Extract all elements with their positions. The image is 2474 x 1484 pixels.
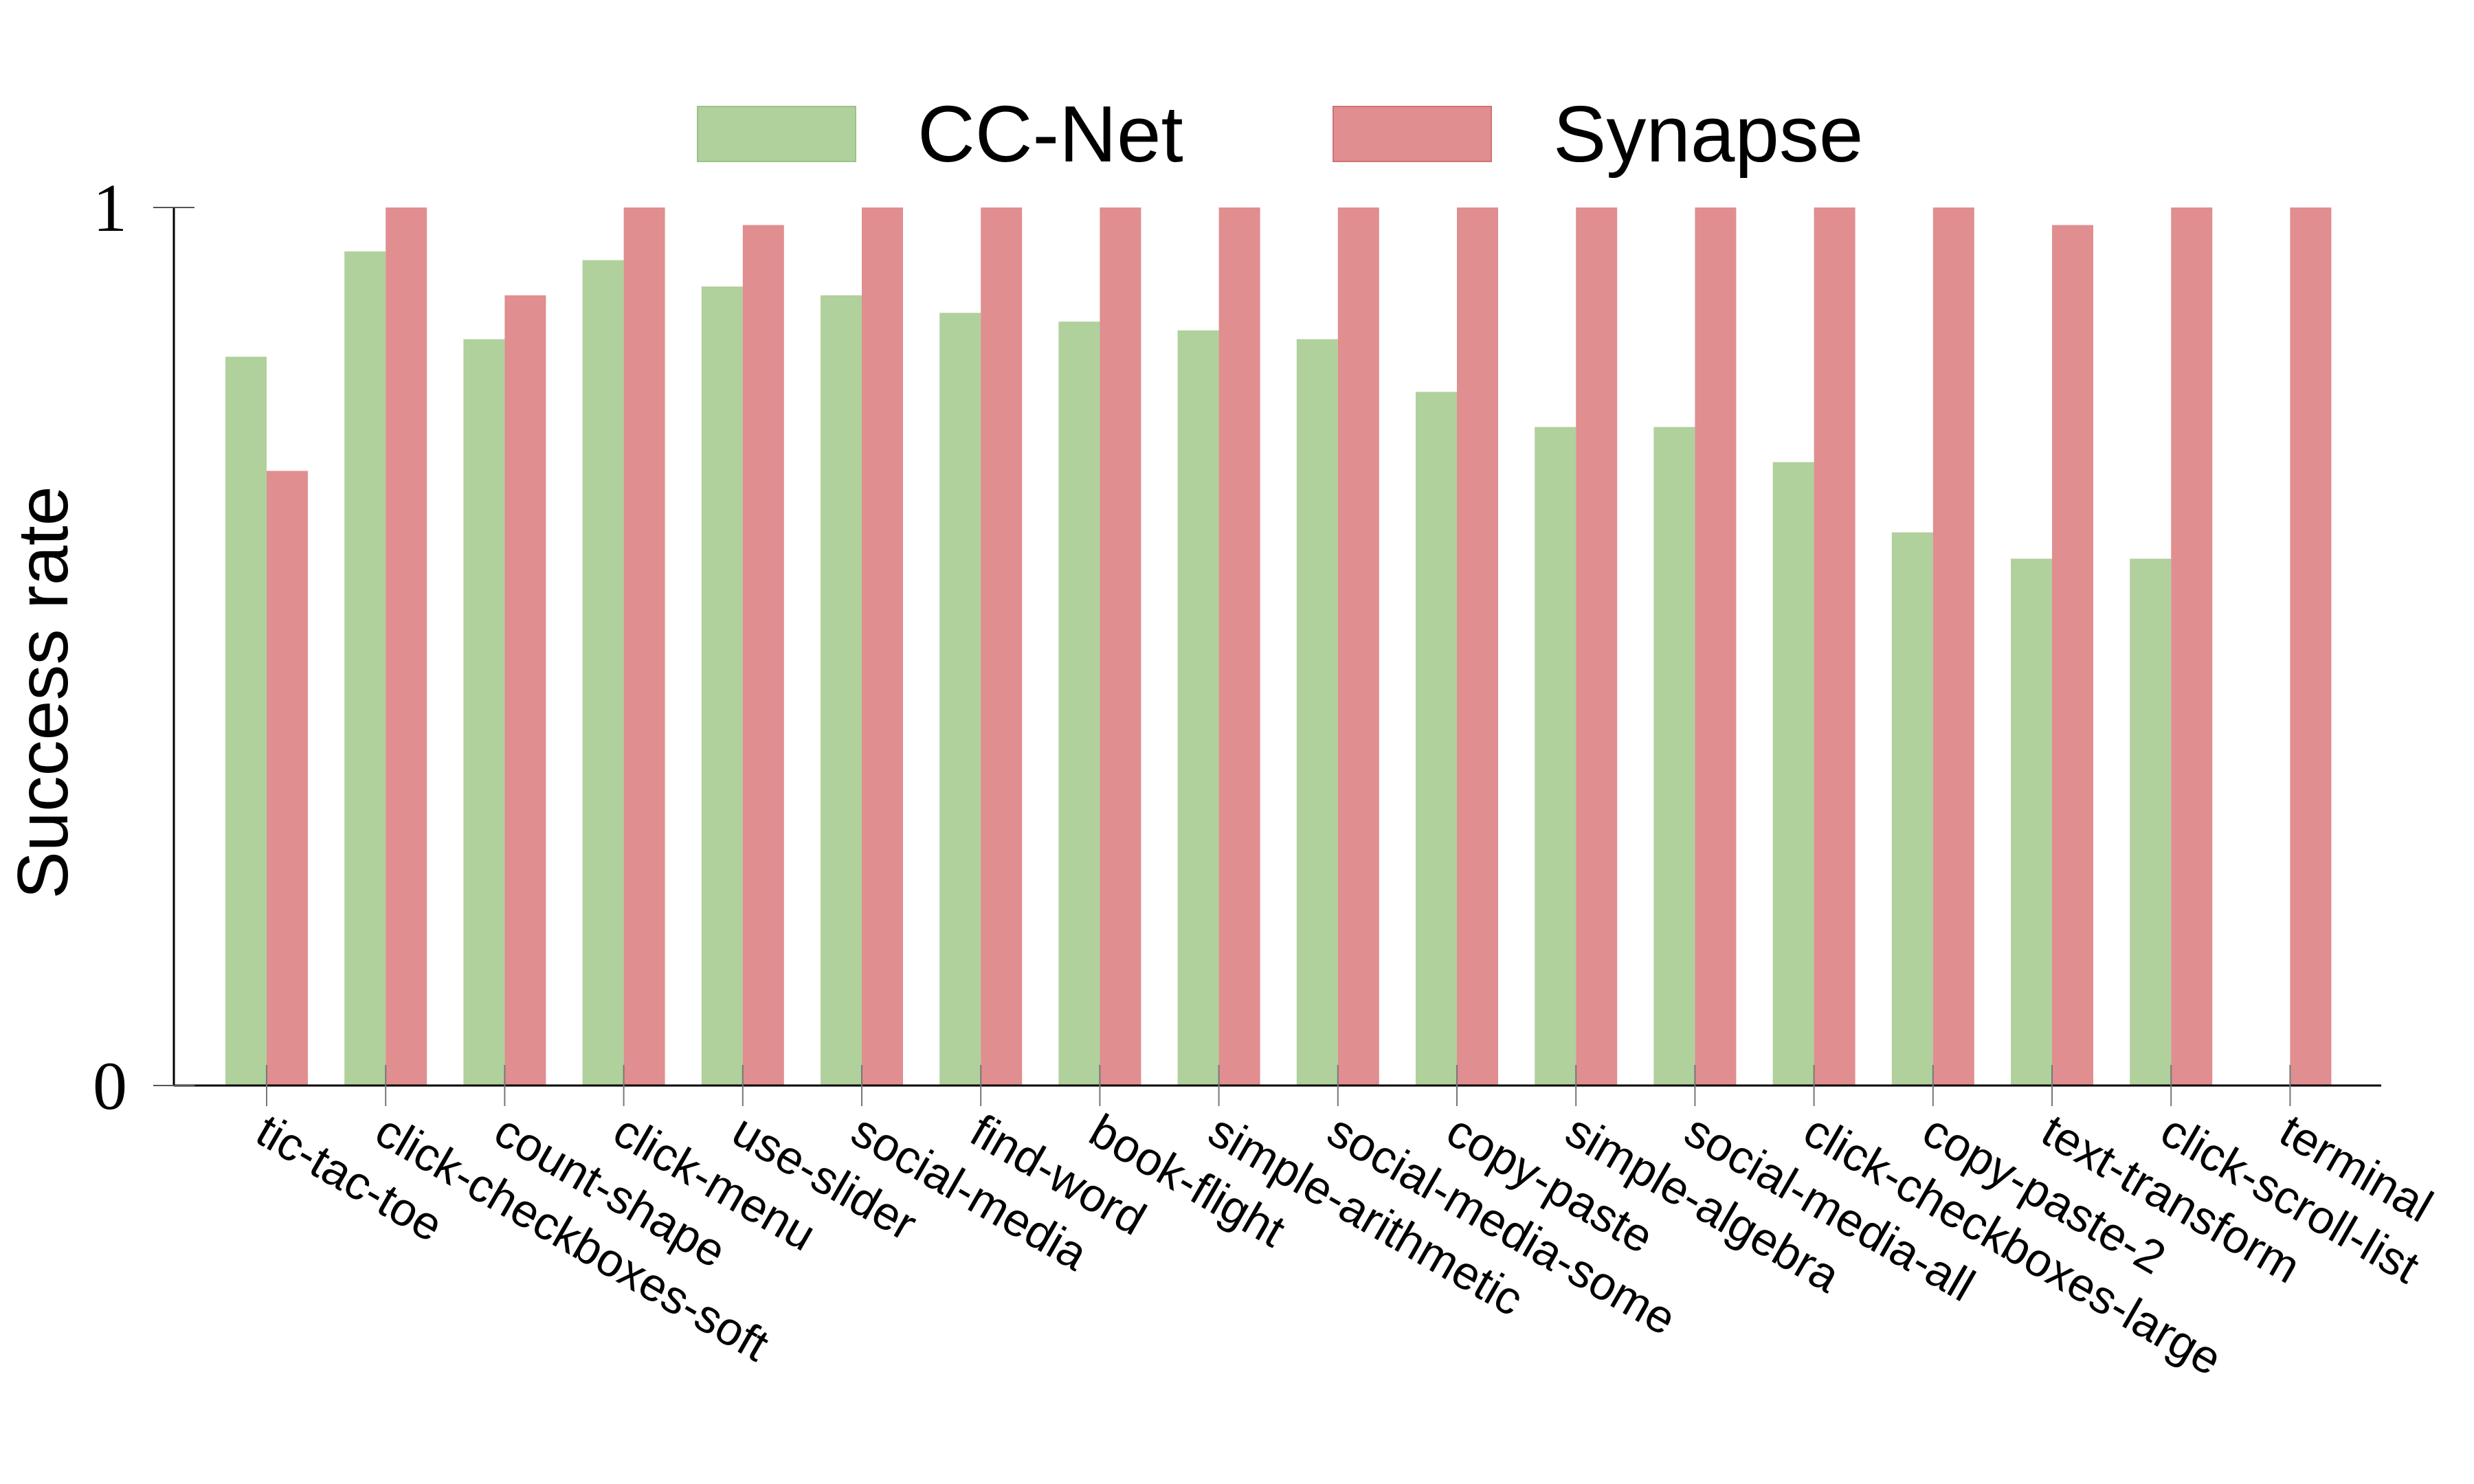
bar-synapse-use-slider [742, 225, 784, 1086]
bar-synapse-simple-algebra [1576, 207, 1618, 1086]
bar-cc-net-text-transform [2011, 559, 2052, 1086]
bar-synapse-count-shape [504, 295, 546, 1086]
bar-cc-net-social-media [821, 295, 862, 1086]
bar-synapse-click-checkboxes-large [1814, 207, 1855, 1086]
bar-synapse-social-media-some [1337, 207, 1379, 1086]
bar-synapse-click-menu [623, 207, 665, 1086]
bar-cc-net-social-media-all [1653, 427, 1695, 1086]
bar-cc-net-click-checkboxes-large [1772, 462, 1814, 1086]
bar-synapse-click-checkboxes-soft [386, 207, 427, 1086]
bar-synapse-find-word [981, 207, 1023, 1086]
bar-cc-net-book-flight [1058, 322, 1100, 1086]
y-axis-title: Success rate [3, 486, 83, 899]
legend-swatch-cc-net [697, 106, 856, 162]
bar-cc-net-social-media-some [1296, 339, 1338, 1086]
bar-synapse-click-scroll-list [2171, 207, 2213, 1086]
bar-cc-net-simple-algebra [1535, 427, 1576, 1086]
bar-cc-net-click-scroll-list [2130, 559, 2172, 1086]
bar-cc-net-click-menu [582, 260, 624, 1086]
legend-label-synapse: Synapse [1553, 89, 1863, 179]
bar-cc-net-simple-arithmetic [1177, 330, 1219, 1086]
bars-group [225, 207, 2332, 1086]
bar-cc-net-copy-paste [1416, 392, 1457, 1086]
bar-synapse-text-transform [2052, 225, 2093, 1086]
legend-swatch-synapse [1333, 106, 1492, 162]
bar-cc-net-count-shape [463, 339, 505, 1086]
bar-synapse-tic-tac-toe [267, 471, 308, 1086]
bar-synapse-copy-paste [1457, 207, 1498, 1086]
bar-cc-net-click-checkboxes-soft [344, 251, 386, 1086]
legend-label-cc-net: CC-Net [917, 89, 1183, 179]
bar-synapse-social-media [862, 207, 903, 1086]
y-tick-label-0: 0 [93, 1048, 127, 1124]
axes-group: 01 [93, 170, 2381, 1124]
y-tick-label-1: 1 [93, 170, 127, 246]
bar-synapse-copy-paste-2 [1932, 207, 1974, 1086]
legend: CC-Net Synapse [697, 89, 1863, 179]
x-tick-labels: tic-tac-toeclick-checkboxes-softcount-sh… [248, 1104, 2442, 1386]
bar-cc-net-tic-tac-toe [225, 357, 267, 1086]
bar-synapse-simple-arithmetic [1218, 207, 1260, 1086]
bar-cc-net-use-slider [701, 286, 743, 1086]
bar-synapse-social-media-all [1695, 207, 1737, 1086]
bar-cc-net-copy-paste-2 [1891, 532, 1933, 1086]
bar-synapse-terminal [2290, 207, 2332, 1086]
bar-synapse-book-flight [1100, 207, 1141, 1086]
bar-cc-net-find-word [939, 313, 981, 1086]
